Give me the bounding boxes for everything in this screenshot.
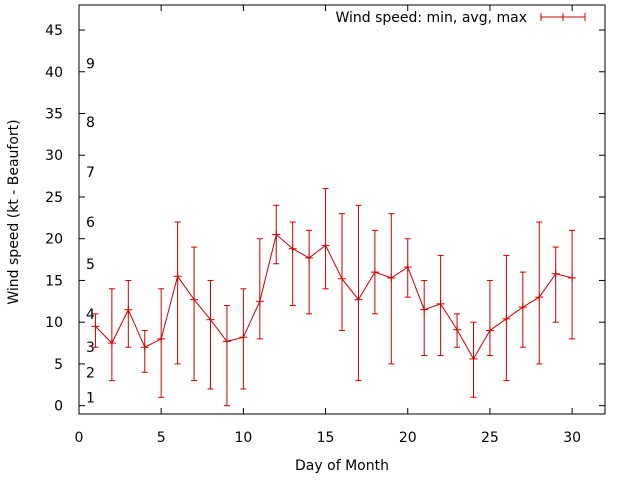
beaufort-label: 7 — [86, 165, 95, 181]
series-line — [95, 233, 573, 360]
beaufort-label: 5 — [86, 257, 95, 273]
x-tick-label: 10 — [234, 430, 252, 446]
x-tick-label: 30 — [563, 430, 581, 446]
x-tick-label: 5 — [157, 430, 166, 446]
beaufort-label: 4 — [86, 307, 95, 323]
x-tick-label: 15 — [317, 430, 335, 446]
beaufort-label: 9 — [86, 56, 95, 72]
x-tick-label: 25 — [481, 430, 499, 446]
y-tick-label: 5 — [54, 357, 63, 373]
legend: Wind speed: min, avg, max — [335, 10, 586, 26]
series-layer — [91, 188, 577, 407]
y-tick-label: 35 — [45, 107, 63, 123]
beaufort-label: 6 — [86, 215, 95, 231]
beaufort-label: 3 — [86, 340, 95, 356]
y-tick-label: 30 — [45, 148, 63, 164]
y-tick-label: 15 — [45, 273, 63, 289]
legend-label: Wind speed: min, avg, max — [335, 10, 527, 26]
x-tick-label: 0 — [75, 430, 84, 446]
y-tick-label: 45 — [45, 23, 63, 39]
y-axis-label: Wind speed (kt - Beaufort) — [6, 119, 22, 304]
y-tick-label: 25 — [45, 190, 63, 206]
beaufort-scale: 1 2 3 4 5 6 7 8 9 — [86, 56, 95, 406]
y-tick-label: 0 — [54, 399, 63, 415]
plot-frame — [78, 4, 606, 415]
y-tick-label: 10 — [45, 315, 63, 331]
x-axis-label: Day of Month — [295, 458, 389, 474]
y-tick-label: 40 — [45, 65, 63, 81]
x-tick-label: 20 — [399, 430, 417, 446]
beaufort-label: 2 — [86, 365, 95, 381]
y-tick-label: 20 — [45, 232, 63, 248]
beaufort-label: 1 — [86, 390, 95, 406]
beaufort-label: 8 — [86, 115, 95, 131]
